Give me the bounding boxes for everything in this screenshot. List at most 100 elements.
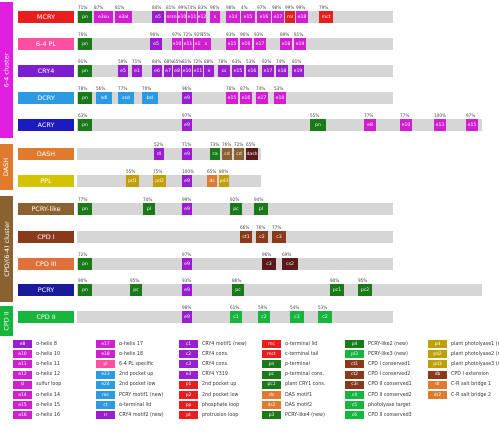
motif-percent: 92%: [230, 197, 240, 202]
motif-percent: 78%: [218, 59, 228, 64]
motif-box: pc: [130, 284, 142, 296]
motif-box: e17: [254, 38, 266, 50]
legend-item: c2 CRY4 cons.: [179, 350, 229, 359]
motif-percent: 84%: [152, 5, 162, 10]
protein-label: DASH: [18, 148, 74, 160]
motif-percent: 78%: [78, 86, 88, 91]
motif-percent: 97%: [182, 113, 192, 118]
legend-label: plant photolyase1 (new): [451, 341, 499, 347]
legend-swatch: e12: [13, 370, 32, 379]
motif-box: pn: [78, 119, 92, 131]
motif-box: e15: [226, 38, 238, 50]
legend-swatch: pp: [179, 401, 198, 410]
motif-box: ct1: [240, 231, 252, 243]
motif-box: e16: [246, 65, 258, 77]
motif-box: cd: [222, 148, 232, 160]
motif-percent: 87%: [94, 5, 104, 10]
motif-box: e12: [194, 38, 204, 50]
cluster-bar: 6-4 cluster: [0, 2, 13, 138]
legend-swatch: c3i: [345, 380, 364, 389]
motif-percent: 71%: [132, 59, 142, 64]
legend-swatch: e3: [179, 370, 198, 379]
motif-box: e8: [173, 65, 181, 77]
legend-item: e11 α-helix 11: [13, 360, 60, 369]
motif-box: e16: [257, 11, 271, 23]
protein-label: ACRY: [18, 119, 74, 131]
legend-swatch: e11: [13, 360, 32, 369]
motif-box: c2: [318, 311, 332, 323]
legend-item: c3 CRY4 cons.: [179, 360, 229, 369]
motif-percent: 74%: [256, 86, 266, 91]
legend-label: CPD I conserved1: [368, 361, 411, 367]
legend-label: CRY4 cons.: [202, 351, 229, 357]
legend-swatch: e17: [96, 340, 115, 348]
motif-box: e14: [226, 11, 240, 23]
legend-item: dr C-R salt bridge 1: [428, 380, 491, 389]
legend-swatch: ct: [96, 401, 115, 410]
motif-percent: 94%: [254, 197, 264, 202]
legend-item: sl sulfur loop: [13, 380, 61, 389]
motif-percent: 77%: [400, 113, 410, 118]
legend-label: C-R salt bridge 2: [451, 392, 492, 398]
motif-percent: 99%: [296, 5, 306, 10]
legend-label: phosphate loop: [202, 402, 240, 408]
motif-box: c3: [290, 311, 304, 323]
motif-box: e15: [226, 92, 238, 104]
motif-percent: 87%: [240, 86, 250, 91]
motif-percent: 96%: [210, 5, 220, 10]
motif-box: e11: [183, 38, 193, 50]
motif-percent: 73%: [210, 142, 220, 147]
legend-label: photolyase target: [368, 402, 411, 408]
legend-item: e18 α-helix 18: [96, 350, 143, 359]
legend-item: ds2 DAS motif2: [262, 401, 312, 410]
legend-label: plant photolyase2 (new): [451, 351, 499, 357]
legend-item: p1 2nd pocket up: [179, 380, 237, 389]
motif-percent: 75%: [201, 32, 211, 37]
motif-percent: 99%: [182, 197, 192, 202]
cluster-label: 6-4 cluster: [2, 52, 11, 88]
motif-box: e9: [182, 175, 192, 187]
motif-box: e18: [296, 11, 308, 23]
motif-box: cd: [234, 148, 244, 160]
motif-percent: 65%: [207, 169, 217, 174]
protein-label: 6-4 PL: [18, 38, 74, 50]
motif-box: e10: [400, 119, 412, 131]
legend-swatch: pl: [96, 360, 115, 369]
protein-track: [77, 284, 482, 296]
motif-percent: 97%: [172, 32, 182, 37]
motif-percent: 96%: [240, 32, 250, 37]
legend-swatch: p3: [262, 411, 281, 420]
legend-swatch: ds2: [262, 401, 281, 410]
legend-swatch: c4: [345, 391, 364, 399]
legend-label: 2nd pocket up: [202, 382, 237, 388]
legend-item: c6 CPD II conserved3: [345, 411, 412, 420]
motif-percent: 92%: [194, 32, 204, 37]
motif-box: e15: [466, 119, 478, 131]
legend-swatch: pn: [262, 360, 281, 369]
motif-box: e1: [132, 65, 142, 77]
motif-percent: 90%: [150, 32, 160, 37]
motif-percent: 63%: [232, 59, 242, 64]
legend-label: 2nd pocket low: [202, 392, 239, 398]
motif-percent: 55%: [126, 169, 136, 174]
legend-label: CPD II conserved2: [368, 392, 412, 398]
motif-percent: 100%: [434, 113, 446, 118]
legend-label: CRY4 motif2 (new): [119, 412, 164, 418]
legend-item: dr2 C-R salt bridge 2: [428, 391, 491, 399]
motif-box: e19: [294, 38, 306, 50]
legend-swatch: c1: [179, 340, 198, 348]
legend-label: p-terminal: [285, 361, 310, 367]
legend-swatch: e16: [13, 411, 32, 420]
motif-percent: 100%: [182, 169, 194, 174]
legend-label: plant photolyase3 (new): [451, 361, 499, 367]
motif-box: e15: [232, 65, 244, 77]
legend-label: p-terminal cons.: [285, 372, 324, 378]
legend-swatch: c3: [179, 360, 198, 369]
motif-box: dl: [154, 148, 164, 160]
motif-percent: 68%: [164, 59, 174, 64]
motif-percent: 95%: [358, 278, 368, 283]
legend-swatch: rec: [96, 391, 115, 399]
legend-swatch: sl: [13, 380, 32, 389]
legend-label: PCRY-like4 (new): [285, 412, 325, 418]
motif-box: pn: [310, 119, 326, 131]
